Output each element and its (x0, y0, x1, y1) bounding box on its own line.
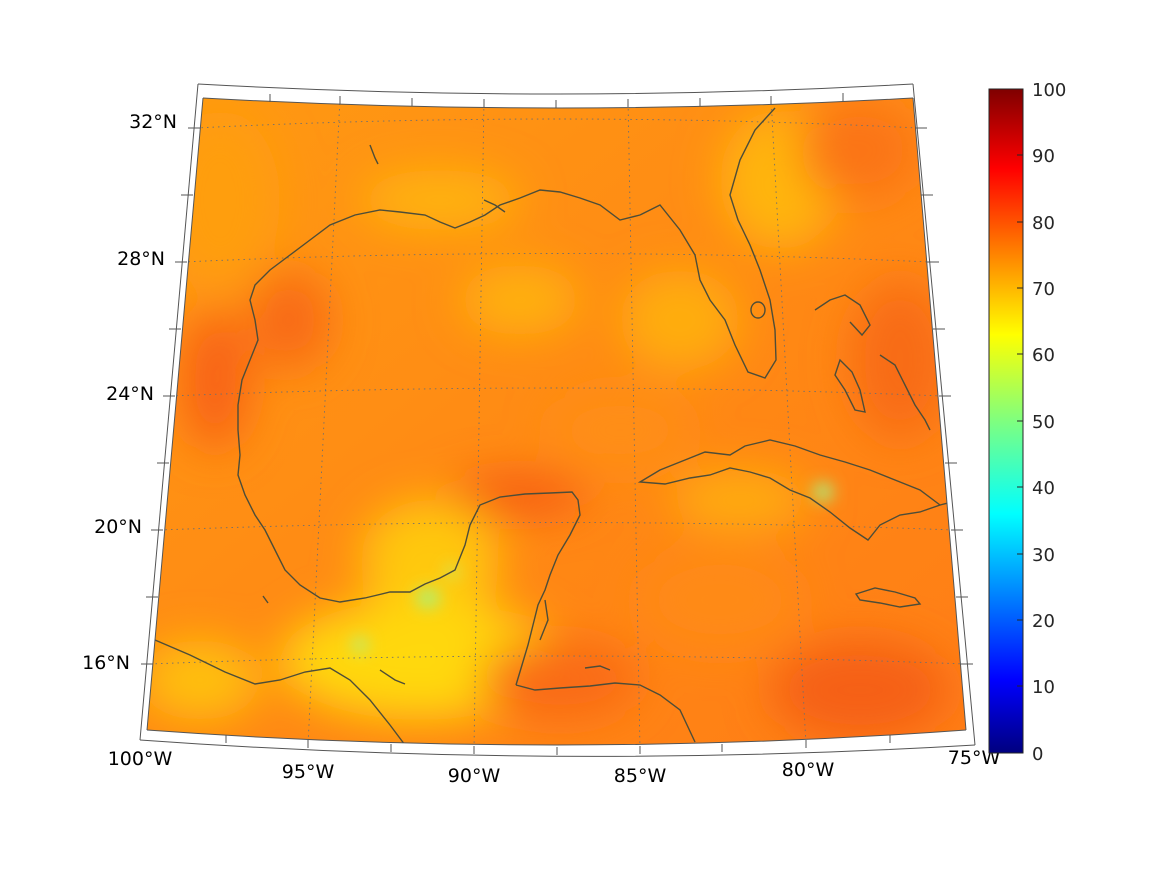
frame-ticks (141, 93, 973, 755)
lon-label-95w: 95°W (282, 761, 335, 783)
graticule (149, 98, 966, 745)
lat-label-20n: 20°N (94, 516, 142, 538)
colorbar-tick-20: 20 (1032, 611, 1055, 632)
lat-label-16n: 16°N (82, 652, 130, 674)
colorbar: 100 90 80 70 60 50 40 30 20 10 0 (988, 80, 1066, 765)
colorbar-tick-70: 70 (1032, 279, 1055, 300)
colorbar-tick-0: 0 (1032, 744, 1043, 765)
colorbar-tick-80: 80 (1032, 213, 1055, 234)
lon-label-90w: 90°W (448, 765, 501, 787)
colorbar-tick-90: 90 (1032, 146, 1055, 167)
colorbar-tick-10: 10 (1032, 677, 1055, 698)
latitude-labels: 32°N 28°N 24°N 20°N 16°N (82, 111, 177, 674)
colorbar-tick-30: 30 (1032, 545, 1055, 566)
lon-label-100w: 100°W (108, 748, 173, 770)
data-field (147, 98, 966, 745)
colorbar-tick-40: 40 (1032, 478, 1055, 499)
lat-label-32n: 32°N (129, 111, 177, 133)
colorbar-tick-60: 60 (1032, 345, 1055, 366)
lat-label-28n: 28°N (117, 248, 165, 270)
longitude-labels: 100°W 95°W 90°W 85°W 80°W 75°W (108, 747, 1001, 787)
lon-label-80w: 80°W (782, 759, 835, 781)
colorbar-tick-50: 50 (1032, 412, 1055, 433)
lon-label-85w: 85°W (614, 765, 667, 787)
lat-label-24n: 24°N (106, 383, 154, 405)
colorbar-tick-100: 100 (1032, 80, 1066, 101)
map-frame (139, 83, 976, 757)
lon-label-75w: 75°W (948, 747, 1001, 769)
coastlines (154, 107, 961, 745)
